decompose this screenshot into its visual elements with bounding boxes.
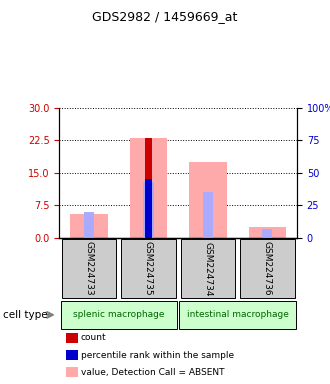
FancyBboxPatch shape (61, 301, 177, 329)
FancyBboxPatch shape (121, 239, 176, 298)
FancyBboxPatch shape (62, 239, 116, 298)
Bar (70, 214, 108, 238)
Text: cell type: cell type (3, 310, 48, 320)
Text: GSM224735: GSM224735 (144, 242, 153, 296)
Bar (130, 138, 167, 238)
Text: GSM224733: GSM224733 (84, 242, 94, 296)
Bar (262, 229, 273, 238)
Text: count: count (81, 333, 107, 343)
Text: splenic macrophage: splenic macrophage (73, 310, 165, 319)
Bar (66, 350, 78, 360)
Bar (145, 179, 152, 238)
FancyBboxPatch shape (181, 239, 235, 298)
Text: intestinal macrophage: intestinal macrophage (187, 310, 288, 319)
Text: GSM224736: GSM224736 (263, 242, 272, 296)
Bar (248, 227, 286, 238)
Text: value, Detection Call = ABSENT: value, Detection Call = ABSENT (81, 368, 224, 377)
Text: GSM224734: GSM224734 (203, 242, 213, 296)
Text: percentile rank within the sample: percentile rank within the sample (81, 351, 234, 360)
Bar (143, 182, 154, 238)
Bar (189, 162, 227, 238)
FancyBboxPatch shape (180, 301, 296, 329)
Bar (66, 367, 78, 377)
Text: GDS2982 / 1459669_at: GDS2982 / 1459669_at (92, 10, 238, 23)
Bar (84, 212, 94, 238)
Bar (66, 333, 78, 343)
FancyBboxPatch shape (240, 239, 295, 298)
Bar (203, 192, 213, 238)
Bar (145, 138, 152, 238)
